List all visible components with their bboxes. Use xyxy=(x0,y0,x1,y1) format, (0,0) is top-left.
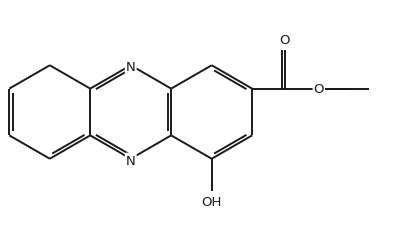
Text: O: O xyxy=(280,34,290,46)
Text: O: O xyxy=(313,83,324,96)
Text: N: N xyxy=(126,154,136,167)
Text: OH: OH xyxy=(201,195,222,208)
Text: N: N xyxy=(126,61,136,74)
